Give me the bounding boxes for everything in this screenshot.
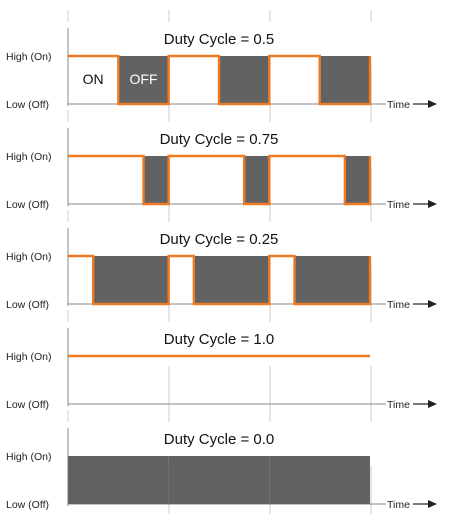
- time-label: Time: [387, 399, 410, 411]
- panel-title: Duty Cycle = 0.0: [164, 431, 274, 448]
- y-tick-low: Low (Off): [6, 399, 49, 411]
- time-label: Time: [387, 99, 410, 111]
- y-tick-high: High (On): [6, 451, 52, 463]
- panel-title: Duty Cycle = 1.0: [164, 331, 274, 348]
- time-label: Time: [387, 199, 410, 211]
- signal-waveform: [68, 54, 372, 106]
- off-region: [193, 256, 270, 304]
- off-region: [68, 456, 169, 504]
- y-tick-high: High (On): [6, 151, 52, 163]
- panel-duty-0-5: High (On) Low (Off) Time Duty Cycle = 0.5 ON…: [6, 10, 437, 114]
- y-tick-high: High (On): [6, 251, 52, 263]
- y-tick-low: Low (Off): [6, 299, 49, 311]
- panel-duty-0-25: High (On) Low (Off) Time Duty Cycle = 0.25: [6, 210, 437, 314]
- time-arrow-head: [428, 500, 437, 508]
- panel-title: Duty Cycle = 0.75: [160, 131, 279, 148]
- off-region: [319, 56, 370, 104]
- y-tick-low: Low (Off): [6, 499, 49, 511]
- off-region: [244, 156, 270, 204]
- time-arrow-head: [428, 100, 437, 108]
- panel-duty-1: High (On) Low (Off) Time Duty Cycle = 1.0: [6, 310, 437, 414]
- signal-waveform: [68, 154, 372, 206]
- panel-duty-0: High (On) Low (Off) Time Duty Cycle = 0.0: [6, 410, 437, 514]
- off-label: OFF: [130, 71, 158, 87]
- panel-duty-0-75: High (On) Low (Off) Time Duty Cycle = 0.75: [6, 110, 437, 214]
- time-arrow-head: [428, 400, 437, 408]
- signal-waveform: [68, 254, 372, 306]
- time-label: Time: [387, 499, 410, 511]
- panel-title: Duty Cycle = 0.5: [164, 31, 274, 48]
- off-region: [93, 256, 169, 304]
- off-region: [118, 56, 169, 104]
- y-tick-high: High (On): [6, 351, 52, 363]
- time-arrow-head: [428, 200, 437, 208]
- off-region: [219, 56, 270, 104]
- off-region: [344, 156, 370, 204]
- off-region: [168, 456, 270, 504]
- panel-title: Duty Cycle = 0.25: [160, 231, 279, 248]
- time-label: Time: [387, 299, 410, 311]
- off-region: [143, 156, 169, 204]
- on-label: ON: [83, 71, 104, 87]
- time-arrow-head: [428, 300, 437, 308]
- off-region: [269, 456, 370, 504]
- off-region: [294, 256, 370, 304]
- y-tick-low: Low (Off): [6, 99, 49, 111]
- y-tick-low: Low (Off): [6, 199, 49, 211]
- y-tick-high: High (On): [6, 51, 52, 63]
